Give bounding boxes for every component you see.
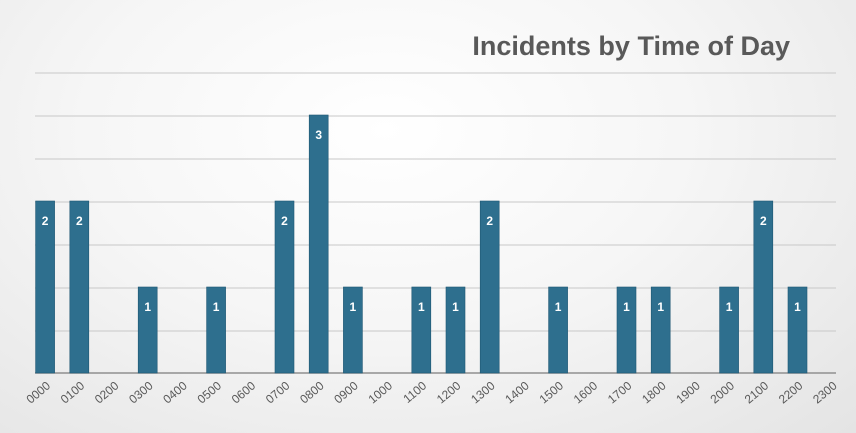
data-label-2100: 2 xyxy=(760,214,767,228)
data-label-1700: 1 xyxy=(623,300,630,314)
x-tick-0700: 0700 xyxy=(263,378,293,406)
data-label-0100: 2 xyxy=(76,214,83,228)
x-tick-2200: 2200 xyxy=(776,378,806,406)
x-tick-1600: 1600 xyxy=(571,378,601,406)
x-tick-0900: 0900 xyxy=(331,378,361,406)
bar-1100 xyxy=(411,286,432,374)
bar-1800 xyxy=(650,286,671,374)
data-label-2200: 1 xyxy=(794,300,801,314)
x-tick-0000: 0000 xyxy=(24,378,54,406)
bar-1700 xyxy=(616,286,637,374)
x-tick-2100: 2100 xyxy=(742,378,772,406)
bar-0000 xyxy=(35,200,55,374)
x-tick-1900: 1900 xyxy=(673,378,703,406)
data-label-1100: 1 xyxy=(418,300,425,314)
bar-0500 xyxy=(206,286,226,374)
data-label-1800: 1 xyxy=(657,300,664,314)
data-label-1500: 1 xyxy=(555,300,562,314)
x-tick-0100: 0100 xyxy=(58,378,88,406)
x-tick-1300: 1300 xyxy=(468,378,498,406)
x-tick-1500: 1500 xyxy=(537,378,567,406)
data-label-1300: 2 xyxy=(486,214,493,228)
data-label-1200: 1 xyxy=(452,300,459,314)
bar-2100 xyxy=(753,200,774,374)
data-label-0000: 2 xyxy=(42,214,49,228)
gridlines xyxy=(35,72,836,374)
x-tick-2300: 2300 xyxy=(810,378,840,406)
data-label-0800: 3 xyxy=(315,128,322,142)
bar-0700 xyxy=(274,200,295,374)
x-tick-0200: 0200 xyxy=(92,378,122,406)
x-tick-2000: 2000 xyxy=(708,378,738,406)
x-tick-0500: 0500 xyxy=(195,378,225,406)
x-tick-1000: 1000 xyxy=(366,378,396,406)
chart-title: Incidents by Time of Day xyxy=(472,31,790,61)
data-label-0900: 1 xyxy=(350,300,357,314)
x-tick-0400: 0400 xyxy=(160,378,190,406)
bar-2000 xyxy=(719,286,739,374)
bars xyxy=(35,114,808,374)
data-labels: 2 2 1 1 2 3 1 1 1 2 1 1 1 1 2 1 xyxy=(42,128,801,314)
x-tick-0300: 0300 xyxy=(126,378,156,406)
x-tick-labels: 0000 0100 0200 0300 0400 0500 0600 0700 0800 0900… xyxy=(24,378,840,406)
x-tick-0800: 0800 xyxy=(297,378,327,406)
x-tick-0600: 0600 xyxy=(229,378,259,406)
bar-1200 xyxy=(445,286,466,374)
x-tick-1100: 1100 xyxy=(400,378,429,406)
bar-1500 xyxy=(548,286,568,374)
bar-0300 xyxy=(137,286,158,374)
x-tick-1200: 1200 xyxy=(434,378,464,406)
data-label-2000: 1 xyxy=(726,300,733,314)
bar-2200 xyxy=(787,286,808,374)
bar-0800 xyxy=(308,114,329,374)
bar-0100 xyxy=(69,200,90,374)
bar-1300 xyxy=(479,200,500,374)
x-tick-1700: 1700 xyxy=(605,378,635,406)
x-tick-1800: 1800 xyxy=(639,378,669,406)
data-label-0300: 1 xyxy=(144,300,151,314)
data-label-0700: 2 xyxy=(281,214,288,228)
bar-0900 xyxy=(343,286,363,374)
x-tick-1400: 1400 xyxy=(502,378,532,406)
data-label-0500: 1 xyxy=(213,300,220,314)
